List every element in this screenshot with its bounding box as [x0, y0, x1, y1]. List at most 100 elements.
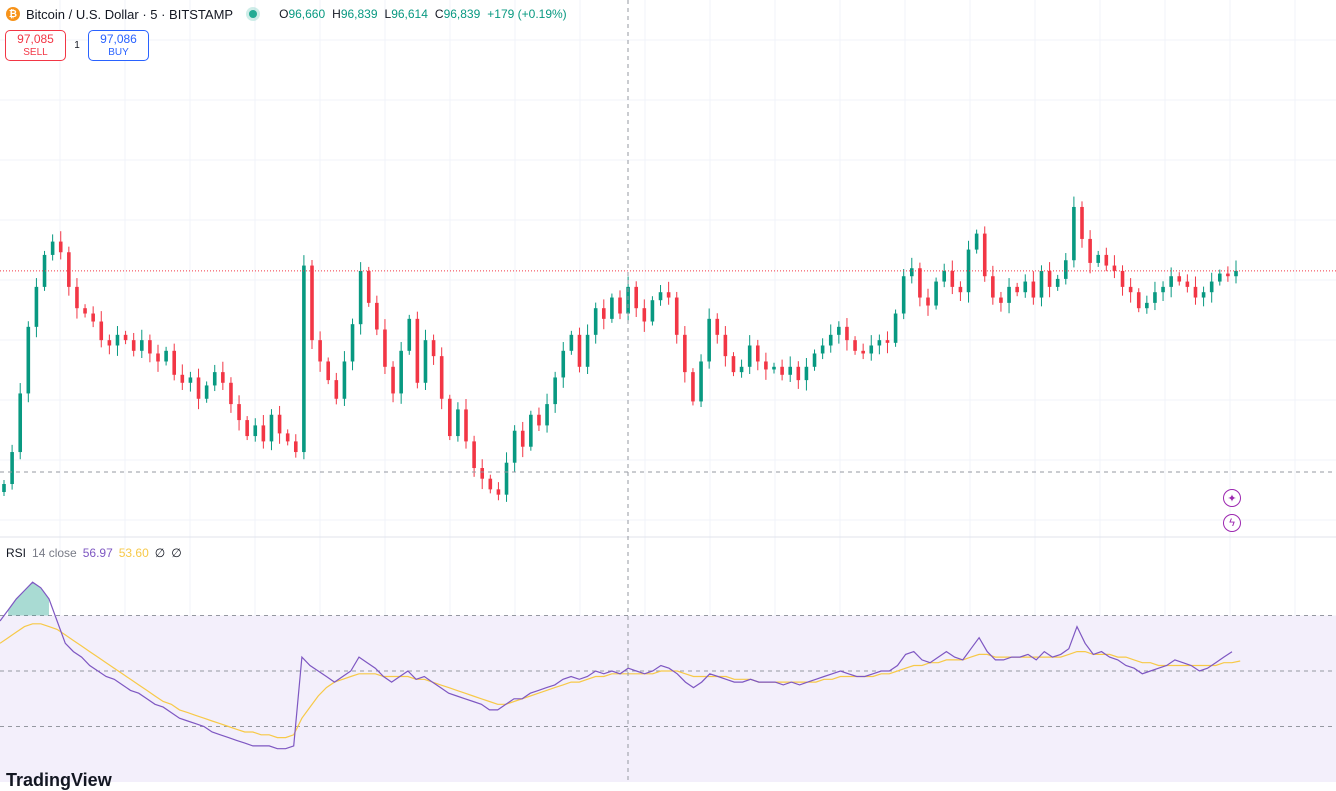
candle-body — [586, 335, 590, 367]
candle-body — [480, 468, 484, 479]
candle-body — [1105, 255, 1109, 266]
candle — [1186, 274, 1190, 292]
candle — [416, 312, 420, 389]
candle — [2, 480, 6, 496]
candle — [715, 313, 719, 343]
rsi-params: 14 close — [32, 546, 77, 560]
candle — [513, 425, 517, 471]
candle-body — [651, 300, 655, 321]
candle — [67, 247, 71, 296]
quantity-value[interactable]: 1 — [66, 40, 88, 51]
sparkle-icon[interactable]: ✦ — [1223, 489, 1241, 507]
candle — [732, 352, 736, 376]
candle-body — [797, 367, 801, 380]
bitcoin-icon: ₿ — [6, 7, 20, 21]
candle-body — [335, 380, 339, 399]
candle — [878, 335, 882, 355]
candle — [764, 353, 768, 380]
candle — [918, 263, 922, 307]
high-value: 96,839 — [341, 7, 378, 21]
sell-button[interactable]: 97,085 SELL — [5, 30, 66, 61]
candle — [1088, 230, 1092, 273]
candle — [489, 475, 493, 494]
rsi-value: 56.97 — [83, 546, 113, 560]
candle-body — [570, 335, 574, 351]
candle — [245, 416, 249, 440]
candle — [999, 292, 1003, 312]
market-status-icon[interactable] — [249, 10, 257, 18]
candle-body — [942, 271, 946, 282]
candle — [659, 285, 663, 306]
candle — [1040, 265, 1044, 306]
candle — [651, 296, 655, 325]
candle-body — [1048, 271, 1052, 287]
buy-button[interactable]: 97,086 BUY — [88, 30, 149, 61]
candle — [132, 333, 136, 356]
candle-body — [821, 345, 825, 353]
candle-body — [99, 322, 103, 341]
candle — [829, 324, 833, 352]
candle-body — [683, 335, 687, 372]
candle-body — [407, 319, 411, 351]
candle-body — [902, 276, 906, 313]
rsi-name[interactable]: RSI — [6, 546, 26, 560]
candle-body — [375, 303, 379, 330]
candle — [270, 409, 274, 450]
symbol-title[interactable]: Bitcoin / U.S. Dollar · 5 · BITSTAMP — [26, 7, 233, 22]
lightning-icon[interactable]: ϟ — [1223, 514, 1241, 532]
candle — [286, 429, 290, 445]
candle — [853, 336, 857, 355]
tradingview-watermark: TradingView — [6, 770, 112, 791]
candle — [610, 294, 614, 323]
candle — [959, 281, 963, 301]
candle-body — [164, 351, 168, 362]
candle-body — [1032, 282, 1036, 298]
change-value: +179 (+0.19%) — [487, 7, 566, 21]
candle — [27, 321, 31, 402]
candle — [197, 369, 201, 409]
rsi-extra-2: ∅ — [171, 546, 181, 560]
candle — [894, 310, 898, 347]
candle — [237, 395, 241, 430]
candle-body — [1129, 287, 1133, 292]
candle — [294, 434, 298, 457]
candle — [407, 315, 411, 355]
candle-body — [1210, 282, 1214, 293]
candle-body — [424, 340, 428, 383]
candle — [691, 368, 695, 405]
sell-price: 97,085 — [17, 33, 54, 46]
candle-body — [691, 372, 695, 401]
candle-body — [1113, 266, 1117, 271]
candle-body — [659, 292, 663, 300]
candle — [1210, 273, 1214, 303]
candle-body — [1202, 292, 1206, 297]
candle-body — [910, 268, 914, 276]
candle — [529, 411, 533, 451]
candle — [83, 304, 87, 317]
candle-body — [343, 361, 347, 398]
candle-body — [675, 298, 679, 335]
candle-body — [545, 404, 549, 425]
candle — [991, 266, 995, 305]
candle-body — [416, 319, 420, 383]
candle — [448, 395, 452, 440]
candle-body — [189, 377, 193, 382]
candle — [553, 372, 557, 413]
candle-body — [780, 367, 784, 375]
candle-body — [1015, 287, 1019, 292]
candle-body — [521, 431, 525, 447]
candle — [1105, 248, 1109, 271]
candle-body — [383, 330, 387, 367]
candle-body — [472, 441, 476, 468]
candle-body — [1023, 282, 1027, 293]
price-pane — [0, 197, 1336, 537]
candle-body — [505, 463, 509, 495]
candle — [424, 330, 428, 390]
candle — [861, 344, 865, 359]
close-label: C — [435, 7, 444, 21]
candle-body — [1218, 274, 1222, 282]
candle — [359, 262, 363, 334]
candle — [902, 269, 906, 319]
candle-body — [756, 345, 760, 361]
